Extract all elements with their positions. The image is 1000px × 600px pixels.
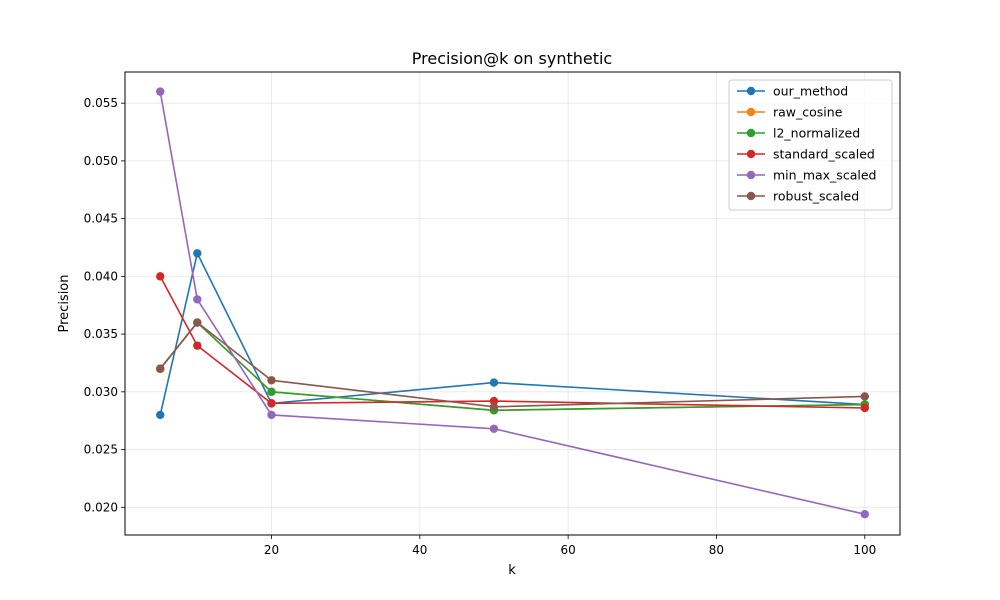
data-point [267, 399, 276, 408]
series-line [159, 275, 865, 409]
data-point [860, 392, 869, 401]
y-tick-label: 0.030 [84, 385, 118, 399]
series-standard_scaled [156, 272, 869, 413]
series-line [159, 321, 865, 412]
data-point [489, 424, 499, 433]
legend-label: robust_scaled [773, 189, 859, 204]
y-axis-label: Precision [57, 274, 72, 332]
legend-marker [746, 191, 756, 201]
y-tick-label: 0.040 [84, 269, 118, 283]
series-line [159, 321, 865, 408]
x-tick-label: 100 [853, 543, 876, 557]
y-tick-label: 0.055 [84, 96, 118, 110]
data-point [193, 318, 202, 327]
x-tick-label: 60 [560, 543, 575, 557]
x-axis-label: k [508, 563, 516, 578]
data-point [156, 87, 165, 96]
data-point [156, 364, 165, 373]
plot-frame [124, 71, 901, 536]
data-point [193, 341, 202, 350]
data-point [860, 510, 869, 519]
x-tick-label: 40 [412, 543, 427, 557]
data-point [267, 410, 276, 420]
data-point [267, 376, 276, 385]
data-point [489, 378, 499, 387]
chart-title: Precision@k on synthetic [412, 49, 612, 68]
data-point [193, 249, 202, 258]
data-point [156, 410, 165, 420]
data-point [489, 402, 499, 412]
legend-marker [746, 170, 756, 180]
y-axis-ticks: 0.020 0.025 0.030 0.035 0.040 0.045 0.050 0.055 [84, 96, 125, 514]
legend-item: standard_scaled [737, 147, 875, 162]
legend-label: raw_cosine [773, 105, 843, 120]
legend-item: robust_scaled [737, 189, 859, 204]
legend-box [728, 79, 893, 211]
y-tick-label: 0.050 [84, 154, 118, 168]
series-robust_scaled [156, 318, 869, 412]
y-tick-label: 0.035 [84, 327, 118, 341]
legend-marker [746, 86, 756, 96]
legend-label: l2_normalized [773, 126, 860, 141]
legend-item: raw_cosine [737, 105, 843, 120]
legend-label: standard_scaled [773, 147, 875, 162]
legend-marker [746, 128, 756, 138]
legend-item: l2_normalized [737, 126, 860, 141]
x-tick-label: 20 [264, 543, 279, 557]
x-tick-label: 80 [709, 543, 724, 557]
y-tick-label: 0.025 [84, 443, 118, 457]
legend-item: min_max_scaled [737, 168, 876, 183]
data-point [193, 295, 202, 304]
legend-marker [746, 149, 756, 159]
data-point [860, 403, 869, 413]
x-axis-ticks: 20 40 60 80 100 [264, 535, 876, 557]
data-point [156, 272, 165, 281]
legend-label: our_method [773, 84, 848, 99]
series-min_max_scaled [156, 87, 869, 519]
legend-marker [746, 107, 756, 117]
data-point [489, 396, 499, 406]
y-tick-label: 0.045 [84, 212, 118, 226]
legend-item: our_method [737, 84, 848, 99]
data-point [267, 387, 276, 397]
legend: our_method raw_cosine l2_normalizedstandar… [728, 79, 893, 211]
series-layer [156, 87, 869, 519]
legend-label: min_max_scaled [773, 168, 876, 183]
y-tick-label: 0.020 [84, 500, 118, 514]
series-line [159, 321, 865, 412]
